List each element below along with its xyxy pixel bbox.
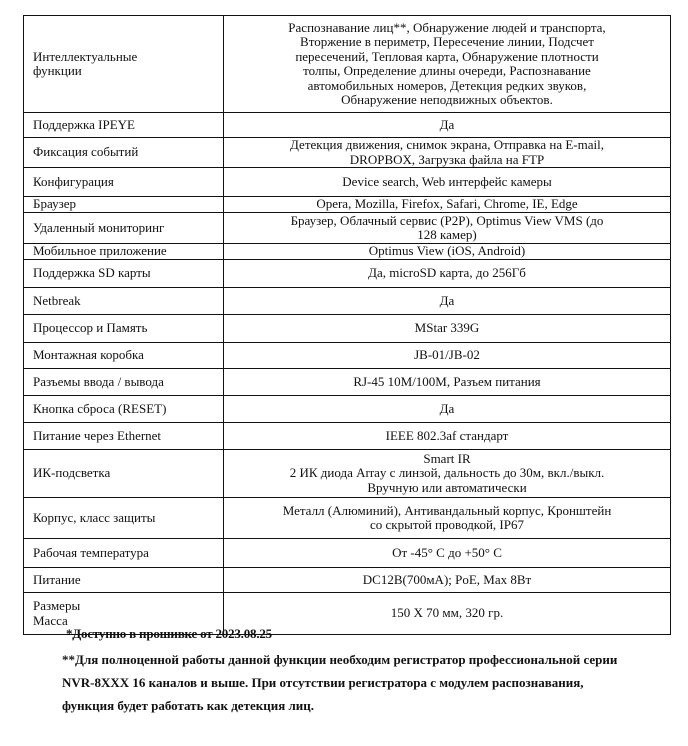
spec-table: Интеллектуальные функции Распознавание лиц…	[23, 15, 671, 635]
spec-value: Да, microSD карта, до 256Гб	[223, 259, 671, 288]
table-row: Конфигурация Device search, Web интерфейс…	[23, 167, 671, 197]
spec-label: Кнопка сброса (RESET)	[23, 395, 224, 423]
spec-value: RJ-45 10M/100M, Разъем питания	[223, 368, 671, 396]
spec-value: Металл (Алюминий), Антивандальный корпус…	[223, 497, 671, 539]
table-row: Корпус, класс защиты Металл (Алюминий), А…	[23, 497, 671, 539]
spec-value: Распознавание лиц**, Обнаружение людей и…	[223, 15, 671, 113]
table-row: Кнопка сброса (RESET) Да	[23, 395, 671, 423]
spec-value: Браузер, Облачный сервис (P2P), Optimus …	[223, 212, 671, 244]
footnote-recognition-line1: **Для полноценной работы данной функции …	[62, 652, 618, 667]
spec-label: Питание через Ethernet	[23, 422, 224, 450]
table-row: Разъемы ввода / вывода RJ-45 10M/100M, Ра…	[23, 368, 671, 396]
spec-value: Optimus View (iOS, Android)	[223, 243, 671, 260]
footnote-recognition-line3: функция будет работать как детекция лиц.	[62, 698, 315, 713]
spec-label: Netbreak	[23, 287, 224, 315]
table-row: Мобильное приложение Optimus View (iOS, A…	[23, 243, 671, 260]
table-row: Процессор и Память MStar 339G	[23, 314, 671, 343]
spec-value: 150 X 70 мм, 320 гр.	[223, 592, 671, 635]
spec-label: Монтажная коробка	[23, 342, 224, 369]
spec-label: Поддержка SD карты	[23, 259, 224, 288]
spec-value: Opera, Mozilla, Firefox, Safari, Chrome,…	[223, 196, 671, 213]
spec-label: Интеллектуальные функции	[23, 15, 224, 113]
spec-value: Smart IR 2 ИК диода Array с линзой, дальн…	[223, 449, 671, 498]
spec-label: Размеры Масса	[23, 592, 224, 635]
table-row: Питание через Ethernet IEEE 802.3af станд…	[23, 422, 671, 450]
table-row: Браузер Opera, Mozilla, Firefox, Safari, …	[23, 196, 671, 213]
table-row: Netbreak Да	[23, 287, 671, 315]
spec-label: Рабочая температура	[23, 538, 224, 568]
table-row: Питание DC12В(700мА); PoE, Max 8Вт	[23, 567, 671, 593]
spec-label: Поддержка IPEYE	[23, 112, 224, 138]
table-row: Размеры Масса 150 X 70 мм, 320 гр.	[23, 592, 671, 635]
spec-value: DC12В(700мА); PoE, Max 8Вт	[223, 567, 671, 593]
spec-label: Мобильное приложение	[23, 243, 224, 260]
spec-label: ИК-подсветка	[23, 449, 224, 498]
table-row: Удаленный мониторинг Браузер, Облачный се…	[23, 212, 671, 244]
table-row: Рабочая температура От -45° C до +50° C	[23, 538, 671, 568]
table-row: Поддержка IPEYE Да	[23, 112, 671, 138]
table-row: Интеллектуальные функции Распознавание лиц…	[23, 15, 671, 113]
spec-value: Да	[223, 112, 671, 138]
spec-label: Разъемы ввода / вывода	[23, 368, 224, 396]
table-row: Фиксация событий Детекция движения, снимо…	[23, 137, 671, 168]
table-row: ИК-подсветка Smart IR 2 ИК диода Array с л…	[23, 449, 671, 498]
spec-value: Да	[223, 287, 671, 315]
spec-value: От -45° C до +50° C	[223, 538, 671, 568]
spec-value: Детекция движения, снимок экрана, Отправ…	[223, 137, 671, 168]
spec-value: Да	[223, 395, 671, 423]
table-row: Монтажная коробка JB-01/JB-02	[23, 342, 671, 369]
spec-label: Корпус, класс защиты	[23, 497, 224, 539]
spec-label: Конфигурация	[23, 167, 224, 197]
spec-value: MStar 339G	[223, 314, 671, 343]
spec-label: Питание	[23, 567, 224, 593]
spec-value: Device search, Web интерфейс камеры	[223, 167, 671, 197]
spec-label: Удаленный мониторинг	[23, 212, 224, 244]
spec-label: Фиксация событий	[23, 137, 224, 168]
table-row: Поддержка SD карты Да, microSD карта, до …	[23, 259, 671, 288]
spec-label: Браузер	[23, 196, 224, 213]
spec-value: IEEE 802.3af стандарт	[223, 422, 671, 450]
spec-label: Процессор и Память	[23, 314, 224, 343]
footnote-recognition-line2: NVR-8XXX 16 каналов и выше. При отсутств…	[62, 675, 584, 690]
footnote-firmware: *Доступно в прошивке от 2023.08.25	[66, 626, 272, 641]
spec-value: JB-01/JB-02	[223, 342, 671, 369]
